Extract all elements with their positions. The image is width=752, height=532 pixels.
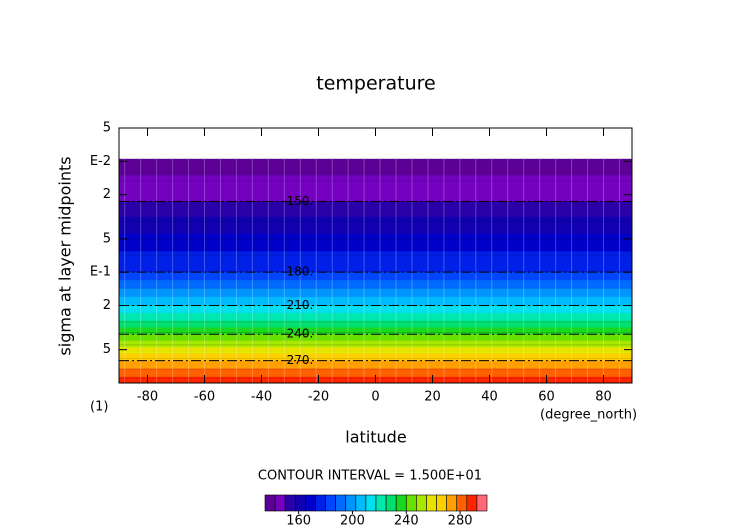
colorbar-box <box>315 494 326 512</box>
colorbar-box <box>446 494 458 512</box>
colorbar-box <box>466 494 478 512</box>
contour-band <box>119 320 632 329</box>
contour-band <box>119 201 632 218</box>
x-tick-label: -60 <box>194 390 215 405</box>
contour-band <box>119 305 632 314</box>
chart-title: temperature <box>316 73 435 95</box>
y-tick-label: 5 <box>103 231 111 246</box>
contour-label: 240. <box>287 327 314 341</box>
contour-band <box>119 296 632 307</box>
colorbar-box <box>264 494 276 512</box>
contour-band <box>119 233 632 253</box>
contour-band <box>119 158 632 176</box>
colorbar-box <box>355 494 367 512</box>
colorbar-box <box>426 494 437 512</box>
y-tick-label: 2 <box>103 187 111 202</box>
colorbar-box <box>294 494 306 512</box>
colorbar-box <box>436 494 447 512</box>
colorbar-tick-label: 160 <box>286 514 311 529</box>
contour-band <box>119 251 632 273</box>
x-tick-label: -80 <box>137 390 158 405</box>
colorbar-box <box>365 494 377 512</box>
contour-band <box>119 368 632 378</box>
y-tick-label: E-2 <box>90 154 111 169</box>
y-tick-label: 5 <box>103 121 111 136</box>
contour-band <box>119 313 632 322</box>
x-tick-label: -20 <box>308 390 329 405</box>
contour-label: 270. <box>287 353 314 367</box>
contour-band <box>119 340 632 348</box>
colorbar-box <box>476 494 488 512</box>
colorbar-box <box>395 494 407 512</box>
contour-band <box>119 360 632 370</box>
contour-band <box>119 327 632 335</box>
y-units: (1) <box>90 400 108 415</box>
colorbar-box <box>405 494 417 512</box>
contour-band <box>119 272 632 281</box>
colorbar-tick-label: 240 <box>394 514 419 529</box>
contour-band <box>119 280 632 289</box>
colorbar-box <box>375 494 387 512</box>
colorbar-tick-label: 200 <box>340 514 365 529</box>
colorbar-box <box>274 494 286 512</box>
contour-band <box>119 353 632 362</box>
x-units: (degree_north) <box>540 408 637 423</box>
colorbar-box <box>305 494 316 512</box>
x-tick-label: -40 <box>251 390 272 405</box>
contour-band <box>119 288 632 298</box>
colorbar-box <box>456 494 468 512</box>
contour-interval: CONTOUR INTERVAL = 1.500E+01 <box>258 469 482 484</box>
contour-label: 180. <box>287 265 314 279</box>
contour-band <box>119 334 632 342</box>
x-tick-label: 0 <box>371 390 379 405</box>
colorbar-box <box>284 494 296 512</box>
x-tick-label: 80 <box>595 390 612 405</box>
colorbar-box <box>416 494 427 512</box>
x-tick-label: 60 <box>538 390 555 405</box>
y-tick-label: E-1 <box>90 265 111 280</box>
colorbar-box <box>325 494 336 512</box>
y-tick-label: 5 <box>103 342 111 357</box>
y-axis-label: sigma at layer midpoints <box>56 156 75 355</box>
contour-label: 210. <box>287 298 314 312</box>
colorbar-box <box>345 494 357 512</box>
x-axis-label: latitude <box>345 428 406 447</box>
contour-band <box>119 347 632 355</box>
contour-band <box>119 216 632 235</box>
x-tick-label: 40 <box>481 390 498 405</box>
contour-label: 150. <box>287 194 314 208</box>
colorbar-tick-label: 280 <box>448 514 473 529</box>
y-tick-label: 2 <box>103 298 111 313</box>
colorbar-box <box>385 494 397 512</box>
x-tick-label: 20 <box>424 390 441 405</box>
contour-band <box>119 175 632 202</box>
colorbar-box <box>335 494 347 512</box>
